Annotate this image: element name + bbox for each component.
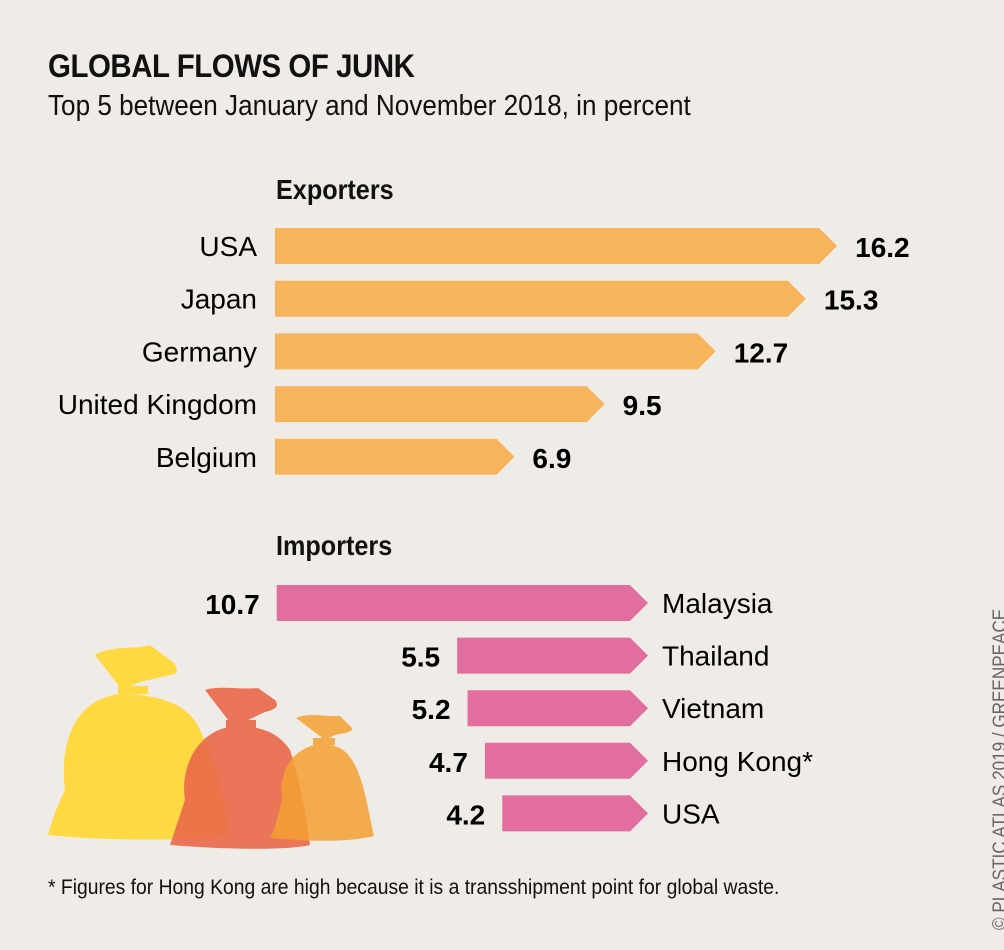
exporter-bar — [275, 333, 716, 370]
importer-value: 4.2 — [446, 799, 485, 830]
importer-bar — [457, 637, 648, 674]
importer-value: 5.5 — [401, 642, 440, 673]
importer-bar — [467, 690, 648, 727]
importer-label: Thailand — [662, 641, 769, 672]
exporters-heading: Exporters — [276, 174, 394, 205]
chart-subtitle: Top 5 between January and November 2018,… — [48, 90, 691, 122]
importer-value: 10.7 — [205, 589, 260, 620]
credit: © PLASTIC ATLAS 2019 / GREENPEACE — [990, 608, 1004, 930]
garbage-bags-illustration — [48, 645, 374, 849]
importer-label: Malaysia — [662, 588, 773, 619]
importer-bar — [484, 742, 648, 779]
exporter-value: 9.5 — [623, 390, 662, 421]
chart-title: GLOBAL FLOWS OF JUNK — [48, 48, 415, 84]
exporter-bar — [275, 280, 806, 317]
exporter-label: United Kingdom — [58, 389, 257, 420]
exporter-value: 6.9 — [532, 443, 571, 474]
importers-heading: Importers — [276, 530, 393, 561]
importer-value: 4.7 — [429, 747, 468, 778]
exporter-label: Germany — [142, 336, 257, 367]
exporter-label: USA — [199, 231, 257, 262]
exporter-value: 12.7 — [734, 337, 789, 368]
exporter-value: 16.2 — [855, 232, 910, 263]
exporter-label: Belgium — [156, 442, 257, 473]
exporter-label: Japan — [181, 284, 257, 315]
exporter-bar — [275, 438, 515, 475]
importer-bar — [502, 795, 648, 832]
importer-label: USA — [662, 798, 720, 829]
importer-label: Vietnam — [662, 693, 764, 724]
importer-label: Hong Kong* — [662, 746, 813, 777]
importer-bar — [276, 585, 648, 621]
exporter-bar — [275, 228, 838, 264]
exporter-bar — [275, 386, 605, 423]
exporter-value: 15.3 — [824, 285, 879, 316]
importer-value: 5.2 — [412, 694, 451, 725]
footnote: * Figures for Hong Kong are high because… — [48, 876, 780, 899]
